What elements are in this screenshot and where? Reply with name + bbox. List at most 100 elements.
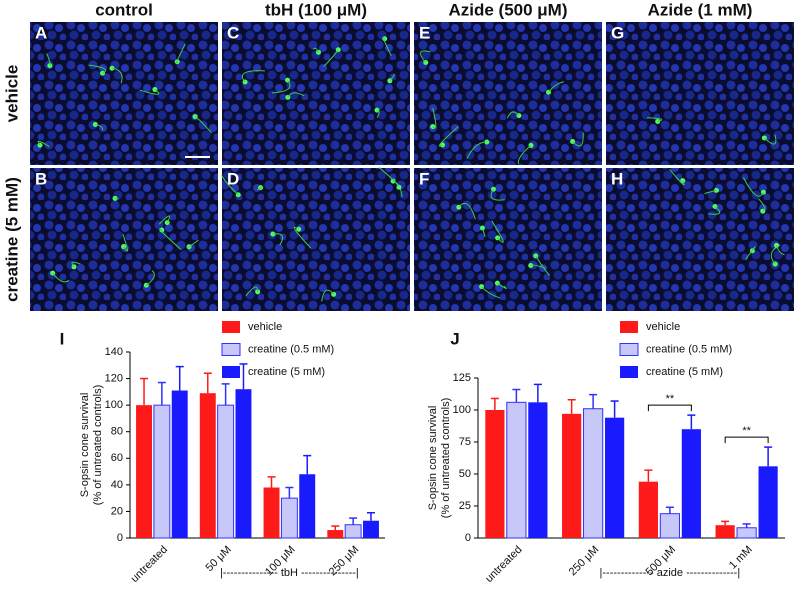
cone-process: [52, 272, 70, 283]
group-label: |-------------- azide --------------|: [600, 567, 741, 579]
bar: [681, 429, 701, 538]
x-tick-label: untreated: [129, 544, 170, 585]
bar: [638, 481, 658, 538]
bar: [528, 402, 548, 538]
bar: [562, 413, 582, 538]
micrograph: [222, 22, 410, 165]
bar: [299, 474, 316, 538]
legend-label: vehicle: [646, 321, 680, 333]
cone-process: [481, 286, 500, 299]
y-axis-label: S-opsin cone survival: [427, 406, 439, 511]
y-axis-label: S-opsin cone survival: [79, 393, 91, 498]
bar: [758, 466, 778, 538]
y-tick-label: 120: [105, 372, 123, 384]
cone-process: [159, 228, 182, 251]
bar: [715, 525, 735, 538]
micrograph: [222, 168, 410, 311]
cone-process: [743, 177, 764, 197]
y-tick-label: 0: [465, 532, 471, 544]
legend-swatch: [222, 366, 240, 378]
cone-process: [389, 74, 395, 82]
column-header: Azide (500 μM): [448, 0, 567, 19]
panel-letter: C: [227, 23, 239, 42]
row-label: vehicle: [2, 65, 21, 123]
bar: [153, 404, 171, 539]
column-header: tbH (100 μM): [265, 0, 367, 19]
panel-letter: B: [35, 169, 47, 188]
bar: [263, 487, 280, 538]
cone-process: [548, 81, 564, 93]
cone-process: [287, 92, 305, 98]
cone-process: [764, 134, 777, 145]
y-tick-label: 0: [117, 532, 123, 544]
panel-label: J: [450, 329, 459, 348]
y-tick-label: 100: [105, 399, 123, 411]
panel-letter: A: [35, 23, 47, 42]
cone-process: [376, 109, 380, 118]
cone-process: [535, 255, 550, 276]
cone-process: [257, 186, 264, 191]
micrograph: [414, 168, 602, 311]
cone-process: [419, 50, 431, 63]
y-tick-label: 20: [111, 505, 123, 517]
legend-label: creatine (0.5 mM): [646, 343, 732, 355]
cone-process: [572, 132, 584, 147]
y-tick-label: 40: [111, 479, 123, 491]
cone-process: [245, 286, 259, 297]
y-axis-label: (% of untreated controls): [440, 398, 452, 518]
cone-process: [95, 124, 104, 130]
y-tick-label: 60: [111, 452, 123, 464]
x-tick-label: 250 μM: [567, 544, 602, 579]
significance-label: **: [666, 393, 675, 405]
cone-process: [46, 53, 51, 67]
cone-process: [122, 233, 128, 252]
legend-swatch: [222, 321, 240, 333]
y-tick-label: 25: [459, 500, 471, 512]
cone-process: [271, 79, 291, 94]
legend-swatch: [620, 321, 638, 333]
cone-process: [758, 198, 766, 212]
y-tick-label: 75: [459, 436, 471, 448]
row-label: creatine (5 mM): [2, 177, 21, 302]
group-label: |--------------- tbH ---------------|: [220, 567, 359, 579]
panel-label: I: [60, 329, 65, 348]
bar: [605, 417, 625, 538]
column-header: control: [95, 0, 153, 19]
cone-process: [293, 226, 312, 249]
x-tick-label: untreated: [483, 544, 524, 585]
cone-process: [490, 188, 505, 201]
cone-process: [745, 246, 756, 260]
cone-process: [669, 168, 685, 186]
cone-process: [647, 117, 663, 122]
cone-process: [187, 239, 199, 249]
bar: [280, 497, 298, 539]
bar: [217, 404, 235, 539]
y-axis-label: (% of untreated controls): [92, 385, 104, 505]
bar: [583, 408, 604, 539]
cone-process: [704, 189, 717, 195]
bar: [235, 389, 252, 538]
bar: [171, 390, 188, 538]
cone-process: [241, 70, 265, 83]
cone-process: [383, 37, 392, 56]
panel-letter: G: [611, 23, 624, 42]
cone-process: [321, 289, 335, 302]
cone-process: [708, 206, 721, 215]
significance-bracket: [724, 436, 769, 444]
cone-process: [194, 116, 212, 134]
panel-letter: H: [611, 169, 623, 188]
cone-process: [458, 202, 476, 220]
bar: [506, 401, 527, 539]
cone-process: [158, 215, 171, 225]
micrograph: [606, 168, 794, 311]
legend-label: vehicle: [248, 321, 282, 333]
cone-process: [438, 126, 459, 147]
legend-swatch: [221, 343, 241, 356]
cone-process: [312, 47, 319, 53]
cone-process: [432, 107, 437, 129]
cone-process: [466, 141, 487, 159]
cone-process: [272, 233, 284, 246]
cone-process: [323, 49, 339, 67]
y-tick-label: 80: [111, 426, 123, 438]
